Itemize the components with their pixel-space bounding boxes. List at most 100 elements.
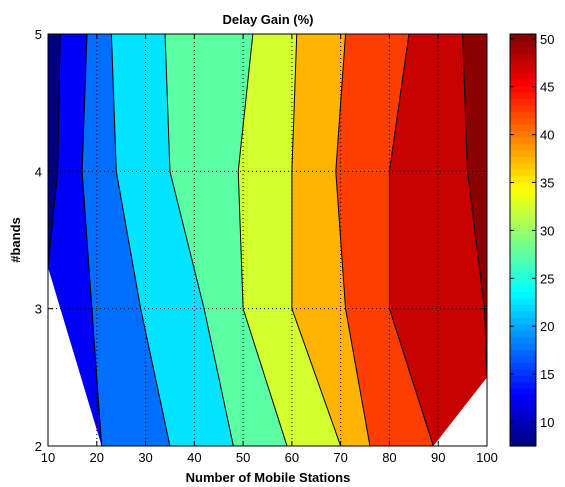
x-tick-label: 60 (285, 450, 299, 465)
plot-frame (47, 33, 488, 447)
colorbar-segment (510, 72, 536, 80)
colorbar-segment (510, 349, 536, 357)
contour-line (164, 34, 234, 446)
y-tick-label: 4 (35, 164, 42, 179)
contour-line (110, 34, 171, 446)
colorbar-tick-label: 30 (540, 223, 554, 238)
colorbar-segment (510, 388, 536, 396)
y-tick-label: 3 (35, 302, 42, 317)
chart-title: Delay Gain (%) (222, 12, 313, 27)
colorbar-segment (510, 124, 536, 132)
colorbar-segment (510, 317, 536, 325)
colorbar-segment (510, 156, 536, 164)
contour-fills (48, 34, 487, 446)
colorbar-segment (510, 79, 536, 87)
colorbar-segment (510, 149, 536, 157)
colorbar-segment (510, 368, 536, 376)
colorbar-segment (510, 143, 536, 151)
contour-line (462, 34, 487, 378)
colorbar-segment (510, 297, 536, 305)
colorbar-segment (510, 272, 536, 280)
contour-line (237, 34, 288, 446)
colorbar-segment (510, 413, 536, 421)
colorbar-tick-label: 25 (540, 271, 554, 286)
colorbar-tick-label: 40 (540, 128, 554, 143)
x-tick-label: 70 (333, 450, 347, 465)
colorbar-segment (510, 426, 536, 434)
x-tick-label: 90 (431, 450, 445, 465)
colorbar-tick-label: 35 (540, 176, 554, 191)
colorbar-segment (510, 201, 536, 209)
colorbar-segment (510, 46, 536, 54)
colorbar-segment (510, 394, 536, 402)
contour-line (388, 34, 434, 446)
colorbar-segment (510, 175, 536, 183)
x-axis-title: Number of Mobile Stations (186, 470, 351, 485)
y-axis-title: #bands (8, 217, 23, 263)
colorbar-segment (510, 240, 536, 248)
colorbar-segment (510, 310, 536, 318)
contour-band (291, 34, 370, 446)
colorbar-segment (510, 355, 536, 363)
colorbar-segment (510, 130, 536, 138)
colorbar-tick-label: 20 (540, 319, 554, 334)
colorbar-segment (510, 85, 536, 93)
contour-band (111, 34, 234, 446)
colorbar-tick-label: 45 (540, 80, 554, 95)
colorbar-segment (510, 111, 536, 119)
colorbar-segment (510, 98, 536, 106)
colorbar-segment (510, 137, 536, 145)
colorbar-segment (510, 381, 536, 389)
colorbar-segment (510, 227, 536, 235)
x-tick-label: 30 (138, 450, 152, 465)
colorbar-segment (510, 362, 536, 370)
colorbar-segment (510, 40, 536, 48)
colorbar-segment (510, 53, 536, 61)
colorbar-segment (510, 34, 536, 42)
x-tick-label: 40 (187, 450, 201, 465)
colorbar-segment (510, 59, 536, 67)
x-tick-label: 80 (382, 450, 396, 465)
y-tick-label: 2 (35, 439, 42, 454)
colorbar-segment (510, 304, 536, 312)
colorbar-segment (510, 407, 536, 415)
colorbar-segment (510, 233, 536, 241)
colorbar-segment (510, 265, 536, 273)
x-tick-label: 50 (236, 450, 250, 465)
colorbar-segment (510, 278, 536, 286)
x-axis: 10 20 30 40 50 60 70 80 90 100 (41, 34, 498, 465)
contour-lines (48, 34, 487, 446)
colorbar-segment (510, 182, 536, 190)
grid-lines (48, 34, 487, 446)
colorbar-segment (510, 207, 536, 215)
colorbar-segment (510, 291, 536, 299)
colorbar-segment (510, 220, 536, 228)
colorbar-segment (510, 188, 536, 196)
colorbar-segment (510, 323, 536, 331)
y-axis: 2 3 4 5 (35, 27, 487, 454)
colorbar-segment (510, 162, 536, 170)
colorbar-segment (510, 66, 536, 74)
contour-band (238, 34, 341, 446)
colorbar-tick-label: 50 (540, 32, 554, 47)
x-tick-label: 10 (41, 450, 55, 465)
colorbar-segment (510, 104, 536, 112)
colorbar-segment (510, 439, 536, 447)
contour-band (48, 34, 102, 446)
colorbar-segment (510, 117, 536, 125)
colorbar-segment (510, 400, 536, 408)
colorbar-segment (510, 433, 536, 441)
colorbar-segment (510, 343, 536, 351)
contour-line (48, 34, 61, 268)
colorbar-segment (510, 285, 536, 293)
colorbar-segment (510, 259, 536, 267)
colorbar-segment (510, 169, 536, 177)
colorbar-segment (510, 336, 536, 344)
colorbar-segment (510, 214, 536, 222)
contour-band (335, 34, 434, 446)
colorbar-tick-label: 15 (540, 367, 554, 382)
colorbar-segment (510, 420, 536, 428)
colorbar-segment (510, 375, 536, 383)
contour-line (81, 34, 103, 446)
